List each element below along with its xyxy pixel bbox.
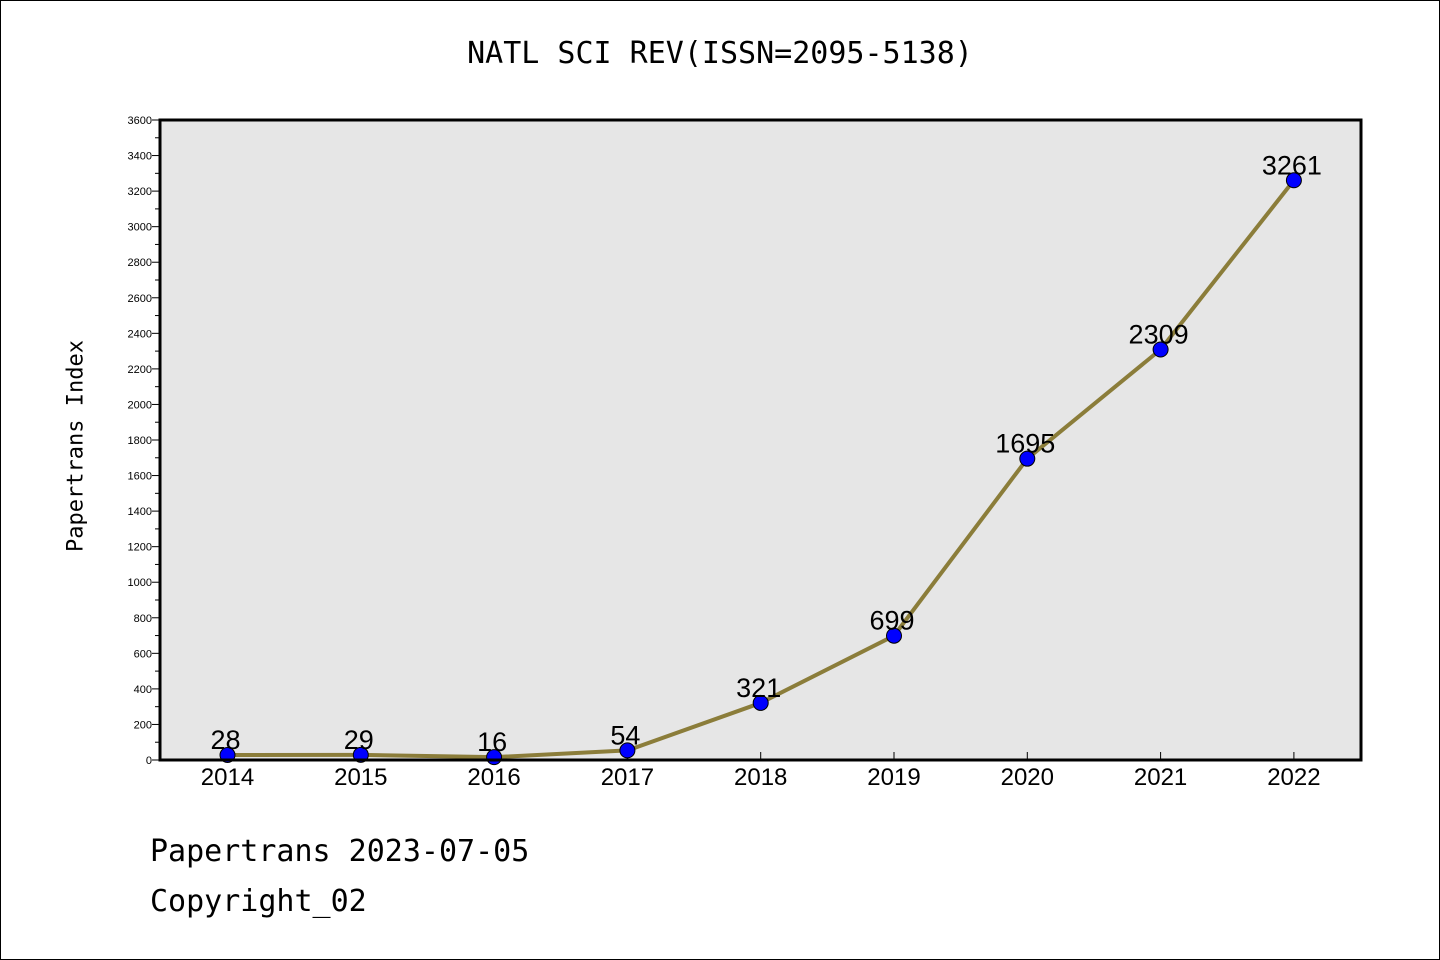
data-label: 54 <box>610 720 640 750</box>
x-tick-label: 2018 <box>734 764 787 791</box>
plot-area <box>160 120 1361 760</box>
footer-copyright: Copyright_02 <box>150 884 367 919</box>
x-tick-label: 2014 <box>201 764 254 791</box>
footer-date: Papertrans 2023-07-05 <box>150 834 530 869</box>
y-tick-label: 200 <box>134 719 152 731</box>
data-point <box>619 742 636 759</box>
x-tick-label: 2021 <box>1134 764 1187 791</box>
data-label: 321 <box>736 673 781 703</box>
y-tick-label: 800 <box>134 613 152 625</box>
x-tick-label: 2015 <box>334 764 387 791</box>
y-tick-label: 600 <box>134 648 152 660</box>
x-axis: 2014 2015 2016 2017 2018 2019 2020 2021 2022 <box>201 752 1321 791</box>
y-tick-label: 1200 <box>128 542 152 554</box>
data-label: 3261 <box>1262 150 1322 180</box>
y-tick-label: 1600 <box>128 471 152 483</box>
data-label: 28 <box>210 725 240 755</box>
data-label: 2309 <box>1129 320 1189 350</box>
data-label: 699 <box>869 606 914 636</box>
y-tick-label: 2800 <box>128 257 152 269</box>
y-tick-label: 2000 <box>128 399 152 411</box>
y-tick-label: 400 <box>134 684 152 696</box>
plot-border <box>158 118 1363 762</box>
data-labels: 28 29 16 54 321 699 1695 2309 3261 <box>210 150 1321 757</box>
y-tick-label: 1000 <box>128 577 152 589</box>
y-tick-label: 2600 <box>128 293 152 305</box>
data-point <box>1152 341 1169 358</box>
y-tick-label: 3400 <box>128 151 152 163</box>
data-point <box>1285 172 1302 189</box>
data-label: 29 <box>344 725 374 755</box>
data-label: 1695 <box>995 429 1055 459</box>
y-tick-label: 1800 <box>128 435 152 447</box>
x-tick-label: 2022 <box>1267 764 1320 791</box>
y-tick-label: 3200 <box>128 186 152 198</box>
x-tick-label: 2019 <box>867 764 920 791</box>
y-tick-label: 3600 <box>128 115 152 127</box>
data-point <box>886 627 902 644</box>
x-tick-label: 2020 <box>1001 764 1054 791</box>
y-tick-label: 1400 <box>128 506 152 518</box>
x-tick-label: 2017 <box>601 764 654 791</box>
x-tick-label: 2016 <box>467 764 520 791</box>
y-axis: 0 200 400 600 800 1000 1200 1400 1600 1800 2000 220… <box>128 115 160 767</box>
data-label: 16 <box>477 727 507 757</box>
y-tick-label: 3000 <box>128 222 152 234</box>
data-point <box>752 694 769 711</box>
y-tick-label: 2200 <box>128 364 152 376</box>
y-tick-label: 2400 <box>128 328 152 340</box>
data-point <box>1019 450 1036 467</box>
chart-title: NATL SCI REV(ISSN=2095-5138) <box>467 36 973 71</box>
y-tick-label: 0 <box>146 755 152 767</box>
